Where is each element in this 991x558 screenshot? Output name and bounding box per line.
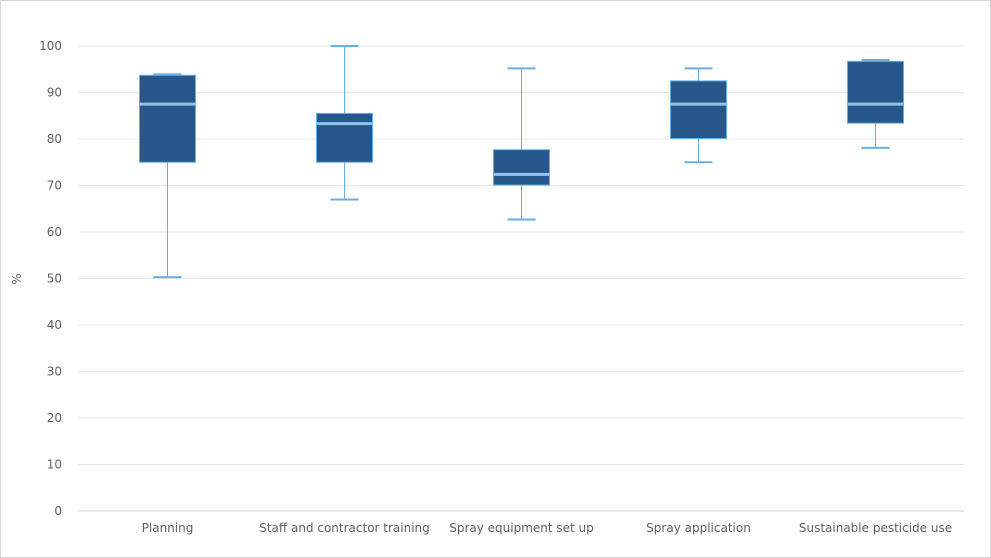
x-category-label: Planning bbox=[142, 521, 194, 535]
x-category-label: Spray application bbox=[646, 521, 751, 535]
boxes bbox=[139, 45, 904, 279]
iqr-box bbox=[139, 74, 196, 163]
box-0 bbox=[139, 73, 196, 279]
x-axis-categories: Planning Staff and contractor training Spr… bbox=[142, 521, 952, 535]
box-1 bbox=[316, 45, 373, 201]
box-4 bbox=[847, 58, 904, 149]
y-tick-label: 10 bbox=[47, 458, 62, 472]
iqr-box bbox=[316, 112, 373, 163]
y-axis-ticks: 0 10 20 30 40 50 60 70 80 90 100 bbox=[39, 39, 62, 518]
iqr-box bbox=[493, 149, 550, 186]
x-category-label: Staff and contractor training bbox=[259, 521, 430, 535]
iqr-box bbox=[670, 80, 727, 140]
y-tick-label: 30 bbox=[47, 365, 62, 379]
y-tick-label: 50 bbox=[47, 272, 62, 286]
y-tick-label: 60 bbox=[47, 225, 62, 239]
y-tick-label: 100 bbox=[39, 39, 62, 53]
box-3 bbox=[670, 67, 727, 164]
x-category-label: Sustainable pesticide use bbox=[799, 521, 952, 535]
x-category-label: Spray equipment set up bbox=[449, 521, 594, 535]
box-2 bbox=[493, 67, 550, 221]
y-tick-label: 90 bbox=[47, 86, 62, 100]
y-tick-label: 20 bbox=[47, 411, 62, 425]
y-tick-label: 40 bbox=[47, 318, 62, 332]
iqr-box bbox=[847, 60, 904, 124]
y-tick-label: 80 bbox=[47, 132, 62, 146]
y-tick-label: 70 bbox=[47, 179, 62, 193]
y-axis-title: % bbox=[10, 273, 24, 284]
y-tick-label: 0 bbox=[54, 504, 62, 518]
